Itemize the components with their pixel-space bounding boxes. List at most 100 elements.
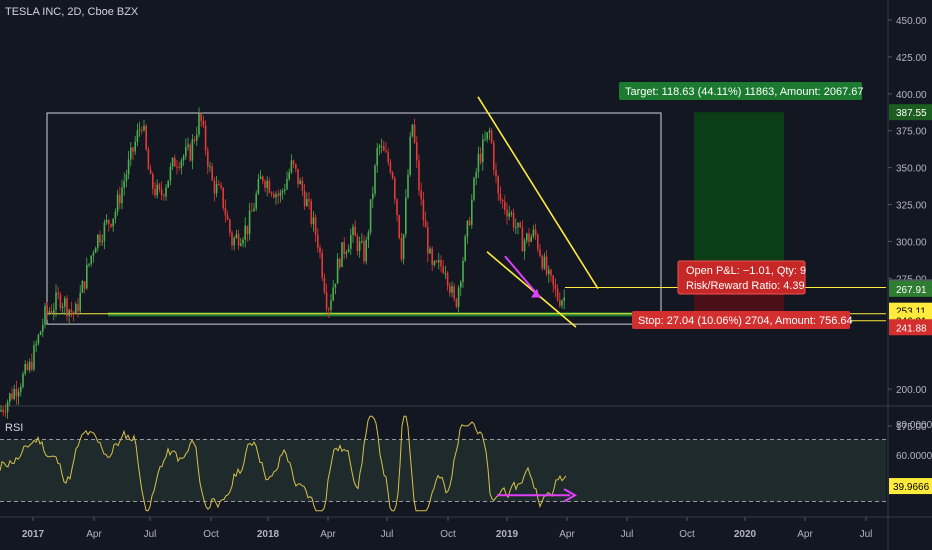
candle-body xyxy=(281,190,284,193)
candle-body xyxy=(323,277,326,293)
candle-body xyxy=(59,294,62,308)
candle-body xyxy=(449,285,451,293)
candle-body xyxy=(526,233,528,241)
candle-body xyxy=(196,134,198,141)
candle-body xyxy=(266,180,268,188)
candle-body xyxy=(229,219,231,233)
candle-body xyxy=(68,309,70,317)
candle-body xyxy=(332,287,334,301)
candle-body xyxy=(44,305,46,325)
candle-body xyxy=(490,130,493,143)
candle-body xyxy=(369,199,372,233)
candle-body xyxy=(39,331,42,335)
candle-body xyxy=(453,286,455,299)
candle-body xyxy=(301,180,304,191)
candle-body xyxy=(273,194,275,198)
candle-body xyxy=(400,238,403,260)
candle-body xyxy=(385,150,387,153)
candle-body xyxy=(440,259,442,267)
candle-body xyxy=(240,243,242,246)
candle-body xyxy=(330,300,332,310)
candle-body xyxy=(154,188,156,196)
candle-body xyxy=(402,234,405,260)
target-zone xyxy=(694,112,784,288)
price-label-box xyxy=(889,319,932,336)
price-tick-label: 400.00 xyxy=(896,90,927,101)
candle-body xyxy=(314,217,317,236)
candle-body xyxy=(512,212,515,228)
price-label-box xyxy=(889,280,932,297)
candle-body xyxy=(317,235,319,248)
candle-body xyxy=(209,166,211,168)
candle-body xyxy=(187,144,189,147)
candle-body xyxy=(33,345,35,370)
candle-body xyxy=(462,260,464,282)
candle-body xyxy=(299,180,301,185)
candle-body xyxy=(519,222,521,228)
candle-body xyxy=(119,194,121,204)
candle-body xyxy=(541,256,543,269)
candle-body xyxy=(339,258,341,268)
candle-body xyxy=(114,211,117,219)
candle-body xyxy=(358,241,361,251)
candle-body xyxy=(563,297,565,301)
candle-body xyxy=(127,159,130,175)
candle-body xyxy=(198,113,200,135)
candle-body xyxy=(389,162,392,173)
candle-body xyxy=(499,193,502,201)
candle-body xyxy=(13,389,15,399)
consolidation-box xyxy=(46,112,662,325)
candle-body xyxy=(363,241,365,262)
price-tick-label: 450.00 xyxy=(896,16,927,27)
candle-body xyxy=(251,210,253,212)
time-tick-label: Jul xyxy=(381,529,394,540)
price-label-box xyxy=(889,104,932,121)
candle-body xyxy=(497,176,499,194)
candle-body xyxy=(334,283,337,288)
time-tick-label: Apr xyxy=(86,529,102,540)
candle-body xyxy=(262,176,264,182)
candle-body xyxy=(202,120,205,126)
candle-body xyxy=(290,160,293,173)
candle-body xyxy=(350,234,352,249)
price-tick-label: 350.00 xyxy=(896,164,927,175)
candle-body xyxy=(158,184,161,190)
candle-body xyxy=(413,124,416,143)
candle-body xyxy=(9,393,11,402)
candle-body xyxy=(275,194,277,198)
price-arrow-head xyxy=(531,288,540,298)
candle-body xyxy=(398,215,400,239)
candle-body xyxy=(171,157,174,167)
candle-body xyxy=(297,168,299,185)
candle-body xyxy=(383,146,385,151)
candle-body xyxy=(396,199,398,216)
time-tick-label: Apr xyxy=(559,529,575,540)
candle-body xyxy=(484,139,486,141)
candle-body xyxy=(244,225,246,240)
candle-body xyxy=(455,298,458,307)
candle-body xyxy=(132,147,134,152)
candle-body xyxy=(374,165,376,194)
candle-body xyxy=(552,275,554,285)
candle-body xyxy=(416,142,418,161)
candle-body xyxy=(319,247,321,253)
candle-body xyxy=(477,153,480,173)
candle-body xyxy=(200,113,202,121)
candle-body xyxy=(561,300,563,306)
candle-body xyxy=(79,292,81,312)
candle-body xyxy=(103,222,106,241)
candle-body xyxy=(523,240,526,252)
candle-body xyxy=(257,179,260,194)
candle-body xyxy=(53,309,55,313)
candle-body xyxy=(37,334,40,344)
candle-body xyxy=(387,152,389,163)
candle-body xyxy=(429,248,431,254)
candle-body xyxy=(543,256,546,269)
stop-annotation-box xyxy=(632,311,850,329)
candle-body xyxy=(310,201,312,224)
candle-body xyxy=(94,248,97,253)
candle-body xyxy=(420,190,422,200)
candle-body xyxy=(42,324,44,332)
candle-body xyxy=(378,146,381,149)
